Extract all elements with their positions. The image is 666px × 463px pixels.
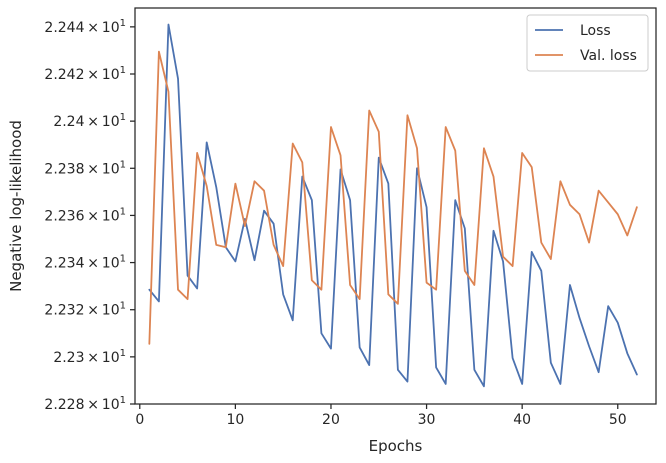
y-axis-ticks: 2.228 × 101 2.23 × 101 2.232 × 101 2.234 × … xyxy=(44,18,135,413)
legend-box xyxy=(526,14,649,72)
x-tick-label: 20 xyxy=(322,412,340,428)
y-axis-label: Negative log-likelihood xyxy=(7,120,25,292)
x-axis-label: Epochs xyxy=(369,437,423,455)
y-tick-label: 2.244 × 101 xyxy=(44,18,126,36)
plot-frame xyxy=(134,7,657,405)
x-axis-ticks: 0 10 20 30 40 50 xyxy=(135,404,627,428)
x-tick-label: 0 xyxy=(135,412,144,428)
y-tick-label: 2.242 × 101 xyxy=(44,65,126,83)
series-line-loss xyxy=(148,23,638,388)
y-tick-label: 2.236 × 101 xyxy=(44,206,126,224)
y-tick-label: 2.232 × 101 xyxy=(44,301,126,319)
x-tick-label: 30 xyxy=(418,412,436,428)
y-tick-label: 2.234 × 101 xyxy=(44,254,126,272)
legend-label-loss: Loss xyxy=(580,23,611,39)
x-tick-label: 40 xyxy=(513,412,531,428)
series-line-val-loss xyxy=(148,50,638,345)
x-tick-label: 50 xyxy=(609,412,627,428)
legend: Loss Val. loss xyxy=(526,14,649,72)
y-tick-label: 2.24 × 101 xyxy=(53,112,126,130)
legend-label-val-loss: Val. loss xyxy=(580,48,637,64)
y-tick-label: 2.23 × 101 xyxy=(53,348,126,366)
x-tick-label: 10 xyxy=(226,412,244,428)
y-tick-label: 2.238 × 101 xyxy=(44,159,126,177)
y-tick-label: 2.228 × 101 xyxy=(44,395,126,413)
series-lines xyxy=(148,23,638,388)
